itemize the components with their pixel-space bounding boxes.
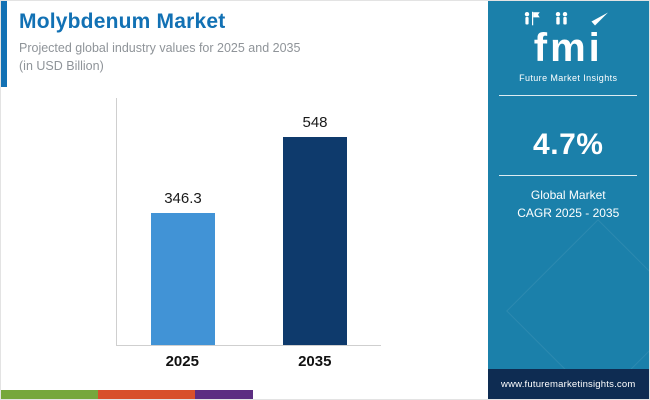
fmi-logo-text: fmi	[533, 26, 603, 70]
chart-plot: 346.3 548	[116, 98, 381, 346]
subtitle-line-2: (in USD Billion)	[19, 59, 104, 74]
fmi-logo-icons	[525, 11, 609, 26]
page-subtitle: Projected global industry values for 202…	[19, 39, 478, 75]
x-axis-label-2025: 2025	[165, 353, 199, 370]
x-axis-labels: 2025 2035	[116, 353, 381, 370]
main-panel: Molybdenum Market Projected global indus…	[1, 1, 488, 399]
sidebar-divider-cagr	[499, 175, 638, 176]
fmi-logo-tagline: Future Market Insights	[519, 73, 618, 83]
x-axis-label-2035: 2035	[298, 353, 332, 370]
bar-value-label-2035: 548	[302, 114, 328, 131]
bar-group-2025: 346.3	[151, 190, 215, 345]
page-title: Molybdenum Market	[19, 10, 226, 33]
sidebar-divider-top	[499, 95, 638, 96]
fmi-logo: fmi Future Market Insights	[519, 11, 617, 83]
footer-color-strips	[1, 390, 253, 399]
bar-2035	[283, 137, 347, 345]
footer-strip-purple	[195, 390, 253, 399]
header-accent-bar	[1, 1, 7, 87]
cagr-caption-line-1: Global Market	[530, 188, 606, 202]
cagr-value: 4.7%	[533, 128, 604, 161]
cagr-caption: Global Market CAGR 2025 - 2035	[517, 186, 619, 222]
bar-value-label-2025: 346.3	[164, 190, 202, 207]
website-url: www.futuremarketinsights.com	[501, 378, 636, 390]
header: Molybdenum Market Projected global indus…	[1, 1, 488, 75]
bar-group-2035: 548	[283, 114, 347, 345]
footer-strip-green	[1, 390, 98, 399]
subtitle-line-1: Projected global industry values for 202…	[19, 41, 301, 55]
sidebar-footer: www.futuremarketinsights.com	[487, 369, 649, 399]
cagr-caption-line-2: CAGR 2025 - 2035	[517, 206, 620, 220]
bar-2025	[151, 213, 215, 345]
footer-strip-orange	[98, 390, 195, 399]
sidebar: fmi Future Market Insights 4.7% Global M…	[487, 1, 649, 399]
